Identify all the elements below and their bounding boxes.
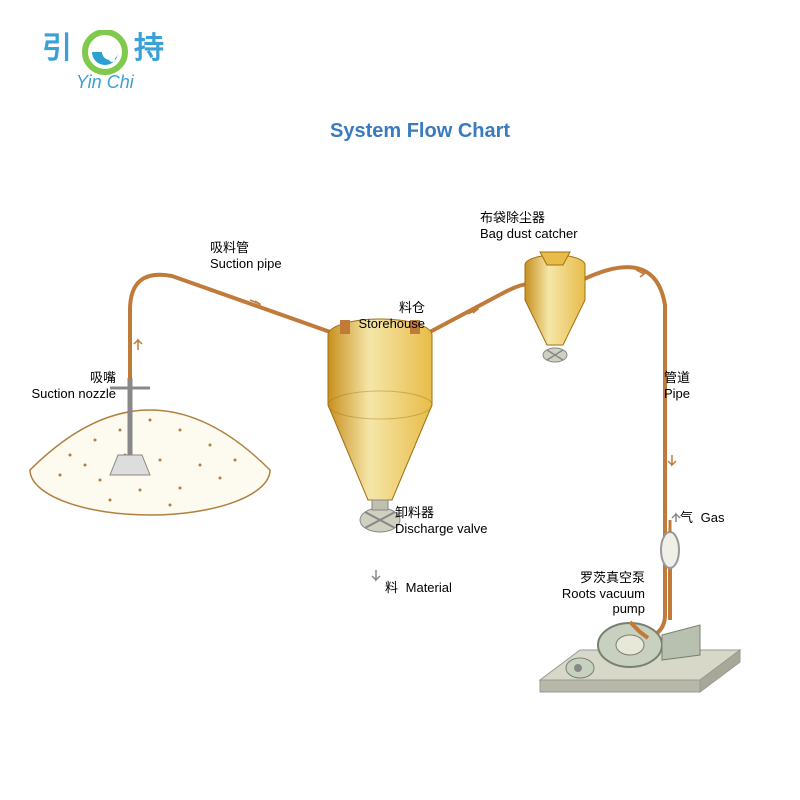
label-pipe: 管道 Pipe xyxy=(640,370,690,401)
discharge-valve xyxy=(360,500,400,532)
label-suction-pipe: 吸料管 Suction pipe xyxy=(210,240,282,271)
label-pump: 罗茨真空泵 Roots vacuum pump xyxy=(555,570,645,617)
label-material: 料 Material xyxy=(385,580,452,596)
label-storehouse: 料仓 Storehouse xyxy=(365,300,425,331)
storehouse-vessel xyxy=(328,319,432,532)
label-gas: 气 Gas xyxy=(680,510,724,526)
label-discharge: 卸料器 Discharge valve xyxy=(395,505,488,536)
material-pile xyxy=(30,410,270,515)
diagram-canvas: 引 持 Yin Chi System Flow Chart xyxy=(0,0,800,800)
bag-dust-catcher xyxy=(525,252,585,362)
label-bag-catcher: 布袋除尘器 Bag dust catcher xyxy=(480,210,578,241)
label-suction-nozzle: 吸嘴 Suction nozzle xyxy=(30,370,116,401)
